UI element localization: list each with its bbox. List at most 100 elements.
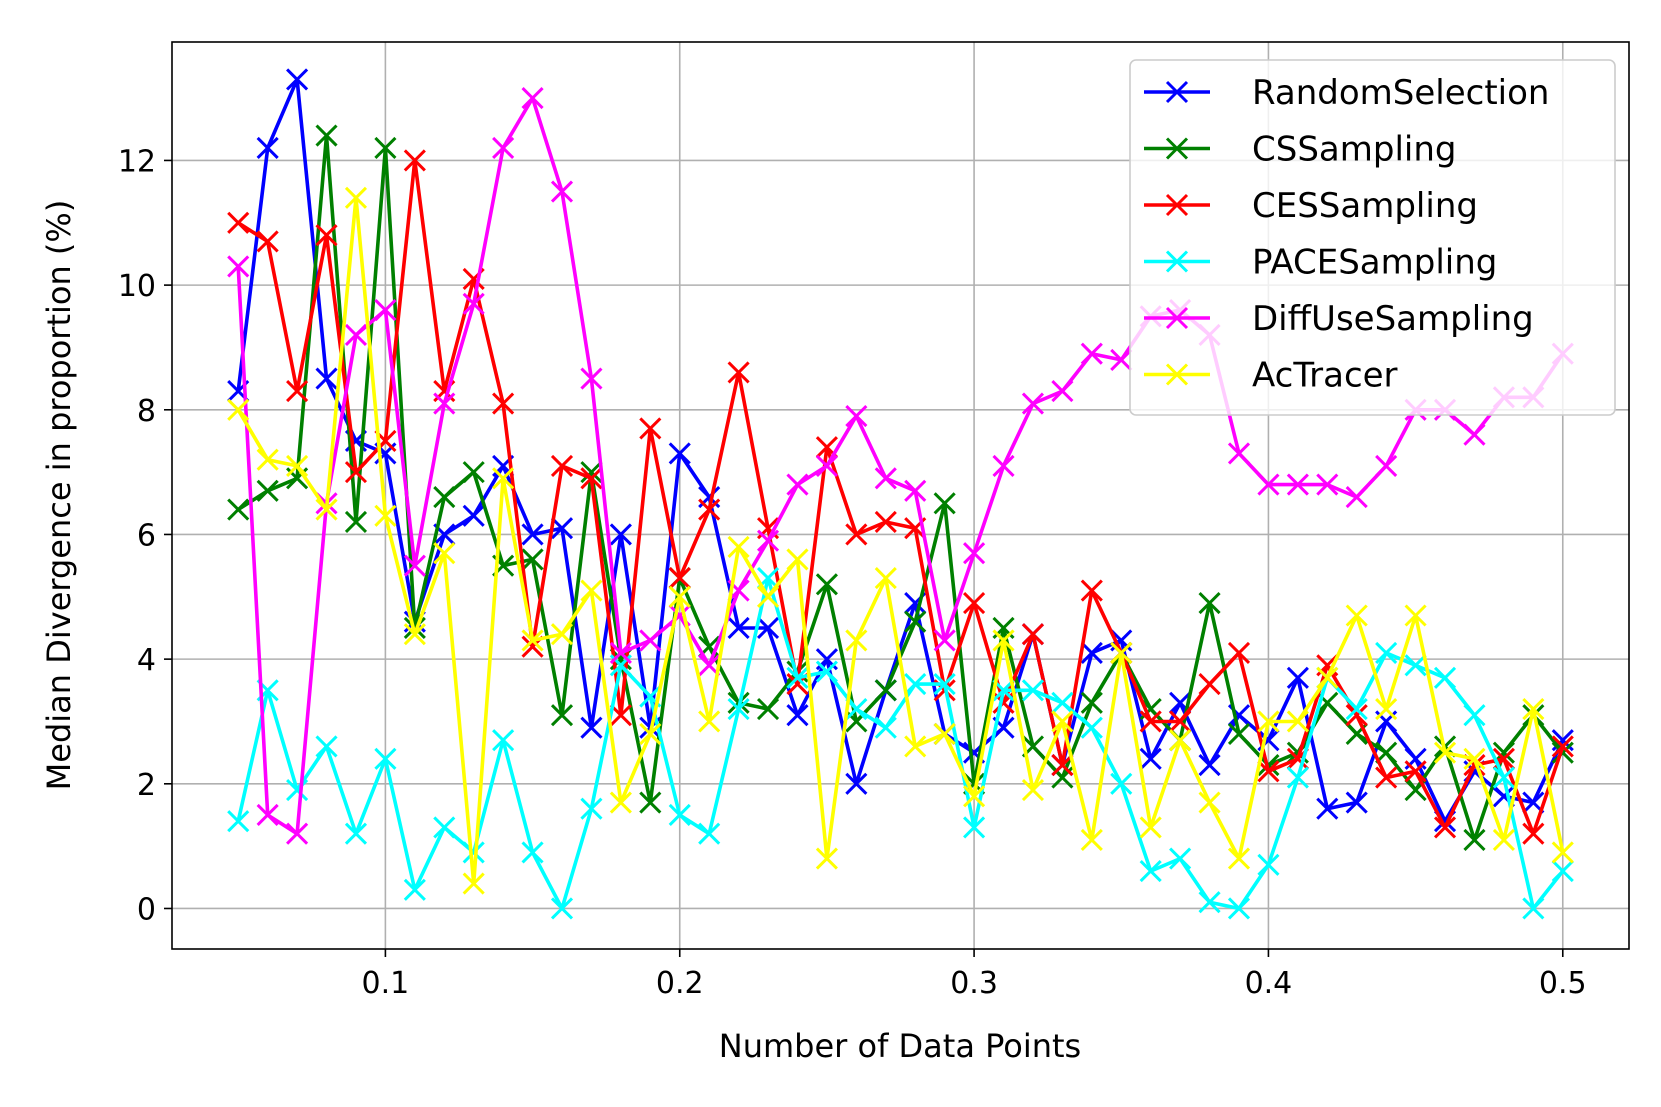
point-marker [963,816,986,839]
point-marker [1286,710,1309,733]
point-marker [756,585,780,608]
point-marker [1198,754,1221,777]
point-marker [992,629,1015,652]
point-marker [639,685,662,708]
point-marker [1165,250,1189,273]
point-marker [1021,679,1045,702]
point-marker [344,510,368,534]
plot-frame [171,41,1630,950]
point-marker [933,673,956,696]
point-marker [1080,716,1103,739]
point-marker [462,504,485,527]
point-marker [580,716,603,739]
point-marker [845,629,868,652]
point-marker [433,816,456,839]
point-marker [1551,860,1574,883]
legend-label: DiffUseSampling [1252,299,1534,339]
point-marker [845,697,868,721]
point-marker [904,479,927,502]
point-marker [403,554,426,577]
point-marker [639,629,662,652]
point-marker [639,722,662,745]
series-line-cessampling [237,158,1565,836]
point-marker [668,567,691,590]
point-marker [815,436,838,459]
point-marker [992,454,1015,477]
point-marker [1257,760,1280,783]
point-marker [904,610,927,633]
point-marker [963,591,986,615]
point-marker [1165,137,1189,160]
point-marker [845,523,868,546]
point-marker [1316,666,1339,689]
series-pacesampling [227,567,1574,920]
point-marker [1227,847,1251,870]
y-tick-label: 2 [137,768,156,803]
point-marker [1463,704,1486,727]
point-marker [315,498,338,521]
legend-label: RandomSelection [1252,73,1549,113]
point-marker [1051,380,1074,403]
point-marker [933,492,956,515]
point-marker [580,467,603,490]
point-marker [1404,654,1427,677]
legend-label: CESSampling [1252,186,1478,226]
legend-item: CESSampling [1144,186,1478,226]
point-marker [727,535,750,558]
point-marker [1286,666,1309,689]
point-marker [286,778,309,802]
point-marker [815,847,838,870]
point-marker [1080,579,1103,602]
point-marker [1080,342,1103,365]
point-marker [403,623,426,646]
series-cessampling [227,149,1574,845]
point-marker [1198,673,1221,696]
legend-label: AcTracer [1252,356,1398,396]
point-marker [1227,641,1251,664]
point-marker [727,361,750,384]
point-marker [1139,816,1162,839]
point-marker [550,180,574,203]
point-marker [1492,785,1515,808]
point-marker [815,573,838,596]
point-marker [462,872,485,895]
point-marker [904,673,927,696]
point-marker [1227,704,1251,727]
series-line-pacesampling [236,576,1565,911]
point-marker [1463,828,1486,851]
point-marker [845,404,868,428]
point-marker [639,791,662,814]
point-marker [315,224,338,247]
point-marker [1227,897,1251,920]
point-marker [1051,710,1074,733]
y-tick-label: 6 [137,518,156,553]
point-marker [1433,741,1457,764]
point-marker [315,735,338,758]
point-marker [1080,828,1103,851]
point-marker [1551,735,1574,758]
point-marker [580,367,603,390]
point-marker [1165,80,1189,104]
point-marker [1110,772,1133,795]
point-marker [344,822,368,845]
point-marker [1198,591,1221,615]
legend-label: CSSampling [1252,130,1456,170]
point-marker [286,822,309,845]
y-tick-label: 8 [137,394,156,429]
point-marker [727,616,750,640]
y-tick-label: 0 [137,892,156,927]
point-marker [1021,623,1045,646]
point-marker [786,548,809,571]
point-marker [609,641,632,664]
point-marker [550,704,574,727]
point-marker [374,298,397,322]
point-marker [815,454,838,477]
point-marker [874,467,897,490]
point-marker [1375,641,1398,664]
point-marker [403,878,426,901]
legend-label: PACESampling [1252,243,1497,283]
point-marker [1522,897,1545,920]
point-marker [1316,797,1339,820]
point-marker [1522,822,1545,845]
point-marker [1375,454,1398,477]
